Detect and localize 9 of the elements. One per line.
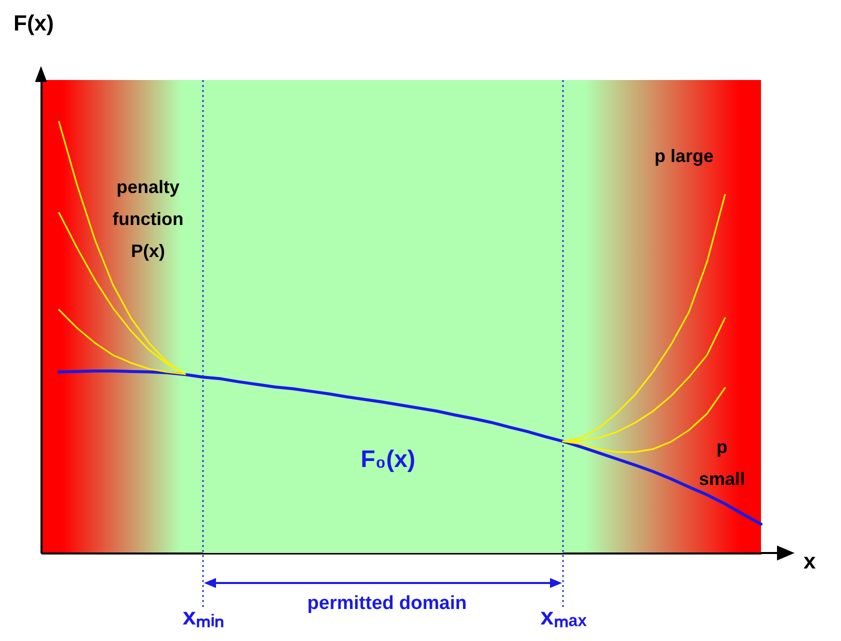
text: permitted domain [307, 593, 467, 614]
x-tick-label: xₘₐₓ [540, 604, 587, 630]
x-tick-label: xₘᵢₙ [182, 604, 224, 630]
x-axis-title: x [804, 548, 816, 574]
annotation: p small [698, 437, 746, 489]
series-label: F₀(x) [360, 446, 416, 474]
annotation: penalty function P(x) [112, 177, 184, 261]
annotation: p large [654, 146, 714, 166]
y-axis-title: F(x) [14, 10, 54, 36]
